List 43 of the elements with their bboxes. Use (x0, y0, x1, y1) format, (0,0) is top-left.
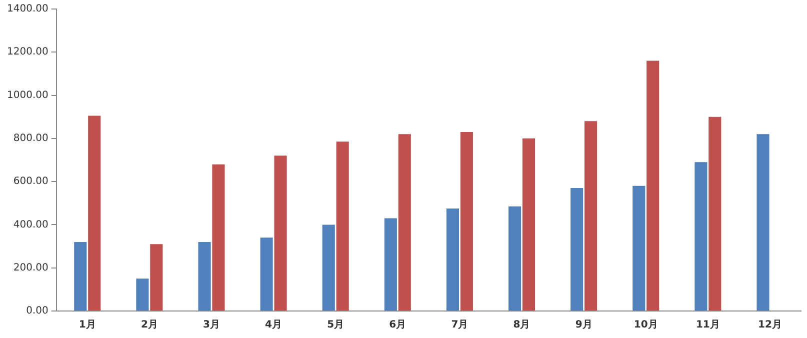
y-tick-label: 0.00 (26, 306, 48, 317)
bar (150, 244, 163, 310)
bar (322, 224, 335, 310)
x-tick-label: 11月 (696, 320, 720, 331)
x-tick-label: 6月 (389, 320, 406, 331)
bar (632, 186, 646, 310)
y-tick-label: 800.00 (13, 133, 48, 144)
bar (384, 218, 397, 310)
y-tick-label: 200.00 (13, 262, 48, 274)
y-tick-label: 1200.00 (6, 46, 48, 58)
x-tick-label: 1月 (78, 320, 96, 331)
bar (570, 188, 584, 310)
bar (398, 134, 411, 310)
x-tick-label: 8月 (513, 320, 530, 331)
bar (446, 208, 460, 310)
bar (260, 238, 273, 310)
bar (336, 142, 349, 310)
bar (274, 156, 287, 310)
x-tick-label: 3月 (203, 320, 220, 331)
bar (212, 164, 225, 310)
x-tick-label: 4月 (265, 320, 282, 331)
bar (460, 132, 473, 310)
bar (88, 116, 101, 310)
bar (756, 134, 770, 310)
x-tick-label: 10月 (634, 320, 658, 331)
bar (136, 278, 149, 310)
bar (708, 116, 722, 310)
x-tick-label: 7月 (451, 320, 468, 331)
x-tick-label: 9月 (575, 320, 592, 331)
bar (584, 121, 598, 310)
x-tick-label: 5月 (327, 320, 344, 331)
bar (522, 138, 536, 310)
y-tick-label: 400.00 (13, 219, 48, 230)
bar (694, 162, 708, 310)
y-tick-label: 1400.00 (6, 4, 48, 15)
bar (198, 242, 211, 310)
x-tick-label: 12月 (758, 320, 782, 331)
bar (646, 60, 660, 310)
bar (74, 242, 87, 310)
x-tick-label: 2月 (140, 320, 158, 331)
y-tick-label: 1000.00 (6, 90, 48, 101)
bar (508, 206, 522, 310)
y-tick-label: 600.00 (13, 176, 48, 188)
